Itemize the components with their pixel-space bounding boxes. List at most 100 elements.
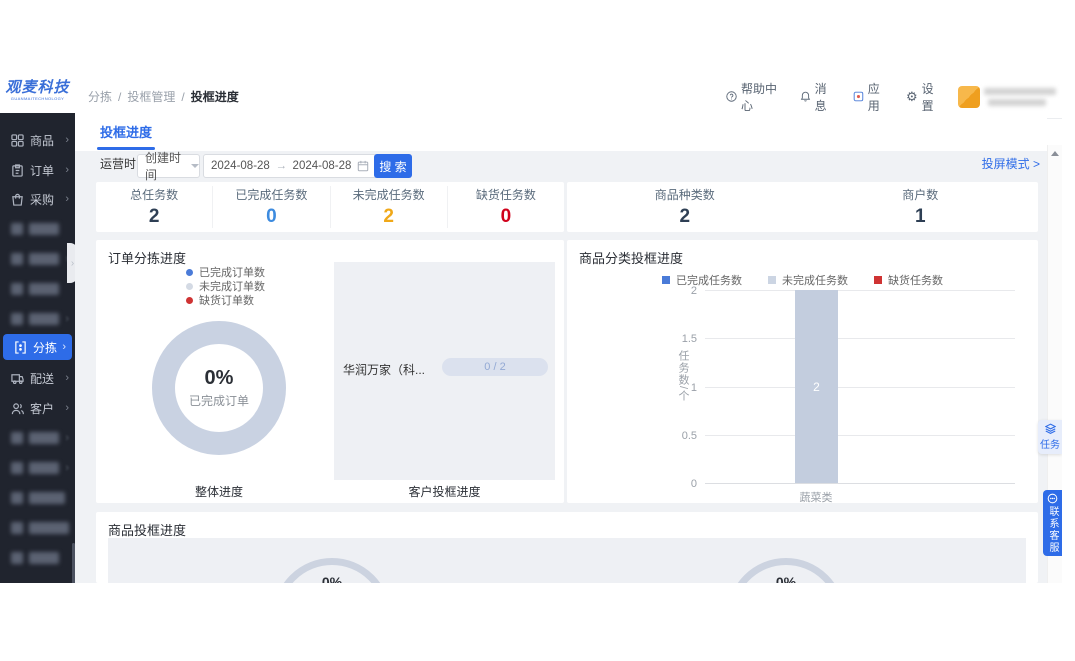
chevron-right-icon: › <box>65 193 69 205</box>
tab-bar: 投框进度 <box>75 118 1047 151</box>
search-button[interactable]: 搜 索 <box>374 154 412 178</box>
sidebar-collapse-handle[interactable]: › <box>67 243 78 283</box>
scroll-up-icon[interactable] <box>1051 151 1059 156</box>
y-tick: 2 <box>690 285 697 297</box>
stat-merchants: 商户数 1 <box>803 186 1039 228</box>
sidebar-item-purchase[interactable]: 采购 › <box>0 186 75 212</box>
time-type-value: 创建时间 <box>145 151 182 182</box>
customer-progress-panel: 华润万家（科... 0 / 2 <box>334 262 555 480</box>
sidebar-item-hidden[interactable]: › <box>0 306 75 332</box>
calendar-icon <box>357 160 369 172</box>
product-progress-card: 商品投框进度 0% 0% <box>96 512 1038 583</box>
stat-outofstock-tasks: 缺货任务数 0 <box>446 186 564 228</box>
sidebar-item-hidden[interactable] <box>0 216 75 242</box>
chevron-right-icon: › <box>65 134 69 146</box>
topbar: 分拣 / 投框管理 / 投框进度 帮助中心 消息 应用 <box>75 75 1062 119</box>
time-type-select[interactable]: 创建时间 <box>137 151 200 182</box>
help-center-button[interactable]: 帮助中心 <box>726 80 782 114</box>
sidebar-item-hidden[interactable] <box>0 485 75 511</box>
customer-name: 华润万家（科... <box>343 363 426 377</box>
order-progress-card: 订单分拣进度 已完成订单数 未完成订单数 缺货订单数 0% 已完成订单 整体进度… <box>96 240 564 503</box>
legend-label: 已完成任务数 <box>676 275 742 287</box>
messages-label: 消息 <box>814 81 827 113</box>
sidebar-scrollbar-thumb[interactable] <box>72 543 75 583</box>
tab-frame-progress[interactable]: 投框进度 <box>100 125 153 140</box>
contact-service-button[interactable]: 联系客服 <box>1043 490 1062 556</box>
legend-square-blue <box>662 276 670 284</box>
customer-progress-bar: 0 / 2 <box>442 358 548 376</box>
overall-progress-donut: 0% 已完成订单 <box>152 321 286 455</box>
app-icon <box>853 91 864 102</box>
task-floating-label: 任务 <box>1040 440 1060 451</box>
chevron-right-icon: › <box>65 402 69 414</box>
messages-button[interactable]: 消息 <box>800 80 835 114</box>
legend-label: 未完成任务数 <box>782 275 848 287</box>
legend-square-gray <box>768 276 776 284</box>
gear-icon: ⚙ <box>906 89 918 104</box>
legend-item-outofstock-orders[interactable]: 缺货订单数 <box>186 292 254 308</box>
sidebar-item-hidden[interactable] <box>0 515 75 541</box>
sidebar-item-customer[interactable]: 客户 › <box>0 395 75 421</box>
category-progress-card: 商品分类投框进度 已完成任务数 未完成任务数 缺货任务数 任务数/个 <box>567 240 1038 504</box>
breadcrumb-link[interactable]: 投框管理 <box>127 90 176 104</box>
task-floating-button[interactable]: 任务 <box>1038 420 1062 454</box>
sidebar-item-orders[interactable]: 订单 › <box>0 157 75 183</box>
sidebar-item-label: 订单 <box>30 163 55 178</box>
settings-button[interactable]: ⚙ 设置 <box>906 80 940 114</box>
bar-chart-plot: 任务数/个 2 1.5 1 0.5 0 2 蔬菜类 <box>677 286 1015 504</box>
date-end-value: 2024-08-28 <box>292 160 352 172</box>
avatar <box>958 85 980 108</box>
logo[interactable]: 观麦科技 GUANMAITECHNOLOGY <box>0 75 75 113</box>
account-menu[interactable] <box>958 85 1062 108</box>
bell-icon <box>800 91 810 102</box>
legend-item-uncompleted-tasks[interactable]: 未完成任务数 <box>768 272 848 288</box>
legend-item-outofstock-tasks[interactable]: 缺货任务数 <box>874 272 943 288</box>
screen-mode-link[interactable]: 投屏模式 > <box>981 157 1040 171</box>
y-tick: 0.5 <box>681 430 697 442</box>
sidebar-item-label: 商品 <box>30 133 55 148</box>
stat-total-tasks: 总任务数 2 <box>96 186 212 228</box>
stat-label: 总任务数 <box>130 188 179 202</box>
logo-subtext: GUANMAITECHNOLOGY <box>10 96 65 101</box>
sidebar-item-hidden[interactable]: › <box>0 246 75 272</box>
stat-completed-tasks: 已完成任务数 0 <box>212 186 329 228</box>
legend-label: 未完成订单数 <box>199 281 265 293</box>
sidebar-item-label: 配送 <box>30 371 55 386</box>
legend-item-completed-orders[interactable]: 已完成订单数 <box>186 264 265 280</box>
stat-value: 2 <box>148 206 160 227</box>
date-range-input[interactable]: 2024-08-28 → 2024-08-28 <box>203 154 377 178</box>
sidebar-item-delivery[interactable]: 配送 › <box>0 365 75 391</box>
stat-value: 2 <box>383 206 394 227</box>
legend-label: 缺货任务数 <box>888 275 943 287</box>
x-tick-category: 蔬菜类 <box>799 492 833 504</box>
sidebar-item-label: 客户 <box>30 401 55 416</box>
legend-item-uncompleted-orders[interactable]: 未完成订单数 <box>186 278 265 294</box>
legend-square-red <box>874 276 882 284</box>
breadcrumb-separator: / <box>181 89 185 104</box>
y-tick: 1 <box>690 382 697 394</box>
order-icon <box>12 163 23 177</box>
page-scrollbar[interactable] <box>1047 145 1062 583</box>
sidebar-item-goods[interactable]: 商品 › <box>0 127 75 153</box>
sorting-icon <box>15 340 26 354</box>
customer-progress-footer: 客户投框进度 <box>408 485 481 499</box>
app-window: 观麦科技 GUANMAITECHNOLOGY 商品 › 订单 › 采购 › › <box>0 75 1062 583</box>
legend-item-completed-tasks[interactable]: 已完成任务数 <box>662 272 742 288</box>
sidebar-item-hidden[interactable] <box>0 545 75 571</box>
apps-button[interactable]: 应用 <box>853 80 888 114</box>
breadcrumb-link[interactable]: 分拣 <box>88 90 113 104</box>
sidebar-item-hidden[interactable]: › <box>0 455 75 481</box>
logo-text: 观麦科技 <box>5 79 70 96</box>
bar-uncompleted-tasks[interactable]: 2 <box>795 290 838 483</box>
stat-label: 商品种类数 <box>654 188 715 202</box>
stat-value: 0 <box>266 206 277 227</box>
product-donut-1-value: 0% <box>321 574 343 583</box>
donut-label: 已完成订单 <box>188 394 249 408</box>
account-name-redacted <box>984 86 1062 108</box>
sidebar-item-sorting[interactable]: 分拣 › <box>3 334 72 360</box>
sidebar-item-hidden[interactable] <box>0 276 75 302</box>
sidebar-item-hidden[interactable]: › <box>0 425 75 451</box>
bar-chart-legend: 已完成任务数 未完成任务数 缺货任务数 <box>567 272 1038 288</box>
apps-label: 应用 <box>867 81 880 113</box>
